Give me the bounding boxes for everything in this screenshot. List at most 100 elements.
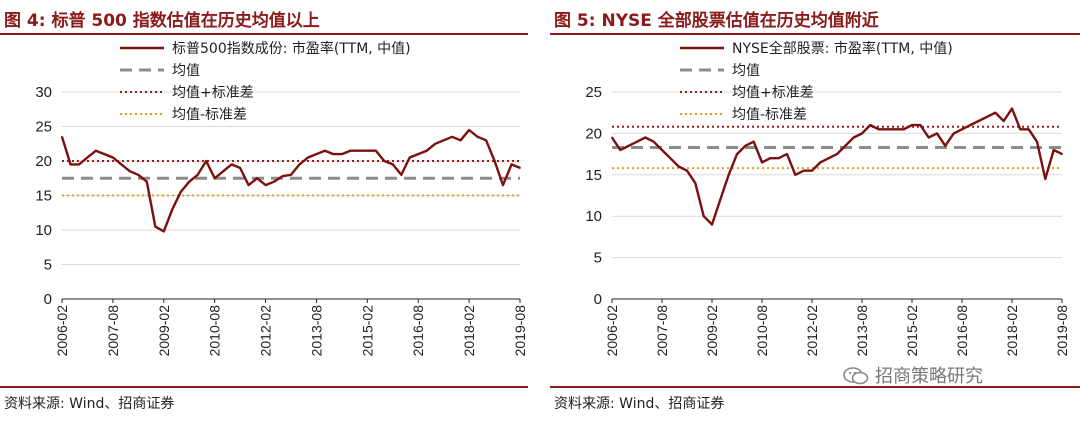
x-tick-label: 2016-08 [410, 305, 426, 357]
data-point [400, 173, 403, 176]
data-point [145, 180, 148, 183]
data-point [619, 149, 622, 151]
data-point [761, 161, 763, 164]
data-point [644, 136, 647, 139]
data-point [1011, 107, 1013, 110]
legend-label: 均值+标准差 [172, 85, 254, 101]
legend-label: 均值 [732, 63, 760, 79]
data-point [137, 173, 140, 176]
legend-label: NYSE全部股票: 市盈率(TTM, 中值) [732, 40, 953, 57]
data-point [256, 177, 258, 180]
x-tick-label: 2018-02 [461, 305, 477, 357]
data-point [952, 132, 955, 135]
x-tick-label: 2015-02 [904, 305, 920, 357]
data-point [264, 184, 267, 187]
y-tick-label: 30 [35, 84, 52, 101]
x-tick-label: 2010-08 [754, 305, 770, 357]
watermark-text: 招商策略研究 [875, 366, 983, 387]
data-point [349, 149, 352, 152]
series-line-pe [60, 128, 521, 233]
data-point [510, 163, 513, 166]
data-point [95, 149, 97, 152]
y-tick-label: 25 [585, 84, 602, 101]
data-point [408, 156, 411, 159]
y-tick-label: 5 [44, 257, 52, 274]
y-tick-label: 0 [44, 291, 52, 308]
data-point [886, 128, 888, 131]
data-point [711, 223, 713, 226]
x-tick-label: 2007-08 [654, 305, 670, 357]
legend-label: 标普500指数成份: 市盈率(TTM, 中值) [172, 40, 411, 57]
data-point [281, 175, 284, 178]
x-tick-label: 2006-02 [54, 305, 70, 357]
data-point [727, 173, 730, 176]
data-point [836, 153, 838, 155]
data-point [459, 139, 462, 142]
data-point [927, 136, 930, 139]
x-tick-label: 2015-02 [359, 305, 375, 357]
data-point [230, 163, 233, 166]
data-point [961, 128, 963, 131]
x-tick-label: 2010-08 [207, 305, 223, 357]
data-point [425, 149, 428, 152]
figure-4-chart: 0 5 10 15 20 25 30 2006-02 2007-08 2009-02 2010-08… [35, 40, 528, 357]
data-point [366, 149, 369, 152]
x-tick-label: 2012-02 [804, 305, 820, 357]
data-point [222, 170, 225, 173]
watermark: 招商策略研究 [843, 362, 983, 388]
data-point [434, 142, 437, 145]
x-tick-label: 2007-08 [105, 305, 121, 357]
data-point [442, 139, 445, 142]
data-point [794, 173, 797, 176]
data-point [468, 129, 471, 131]
data-point [752, 140, 755, 143]
data-point [777, 157, 780, 160]
data-point [611, 136, 613, 139]
data-point [502, 184, 504, 187]
wechat-icon [843, 367, 869, 385]
data-point [196, 173, 199, 176]
x-tick-label: 2009-02 [704, 305, 720, 357]
data-point [719, 198, 722, 201]
data-point [273, 180, 275, 183]
data-point [154, 225, 157, 228]
y-tick-label: 20 [585, 125, 602, 142]
data-point [188, 180, 191, 183]
data-point [1002, 120, 1005, 122]
data-point [936, 132, 938, 135]
data-point [239, 167, 242, 169]
data-point [493, 160, 496, 162]
data-point [1052, 149, 1055, 151]
x-tick-label: 2018-02 [1004, 305, 1020, 357]
data-point [179, 191, 182, 193]
data-point [986, 115, 988, 118]
data-point [383, 160, 386, 162]
data-point [827, 157, 830, 160]
data-point [307, 156, 309, 159]
data-point [686, 169, 688, 172]
data-point [1019, 128, 1022, 131]
data-point [340, 153, 343, 155]
data-point [315, 153, 318, 155]
data-point [819, 161, 822, 164]
data-point [786, 153, 788, 155]
data-point [869, 124, 872, 127]
x-tick-label: 2013-08 [308, 305, 324, 357]
data-point [969, 124, 972, 127]
data-point [811, 169, 813, 172]
data-point [1044, 178, 1047, 180]
data-point [702, 215, 705, 218]
y-tick-label: 25 [35, 119, 52, 136]
data-point [911, 124, 913, 127]
data-point [877, 128, 880, 131]
data-point [298, 163, 301, 166]
figure-5-top-rule [550, 33, 1080, 35]
figure-5-chart: 0 5 10 15 20 25 2006-02 2007-08 2009-02 2010-08 20… [585, 40, 1070, 357]
data-point [894, 128, 897, 131]
data-point [120, 163, 123, 166]
data-point [78, 163, 80, 166]
y-tick-label: 15 [585, 167, 602, 184]
data-point [669, 157, 672, 160]
data-point [391, 163, 394, 166]
data-point [485, 139, 487, 142]
